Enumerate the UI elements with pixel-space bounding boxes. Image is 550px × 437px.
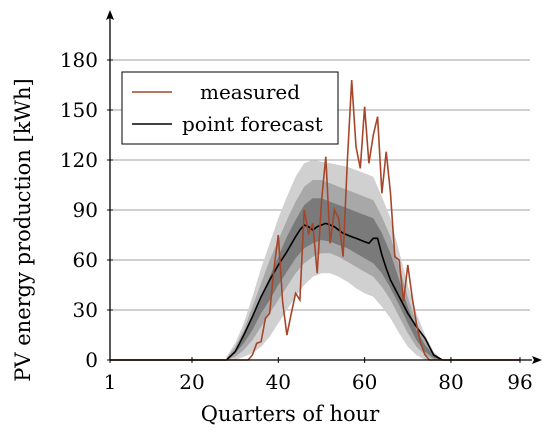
y-tick-label: 90: [73, 198, 98, 222]
x-tick-label: 1: [104, 370, 117, 394]
y-tick-label: 120: [60, 148, 98, 172]
x-axis-arrow: [532, 356, 542, 364]
y-axis-title: PV energy production [kWh]: [11, 78, 35, 381]
x-tick-label: 60: [352, 370, 377, 394]
y-tick-labels: 0 30 60 90 120 150 180: [60, 48, 113, 372]
prediction-band-outer: [226, 160, 443, 360]
legend-box: [121, 71, 339, 145]
axes: [106, 10, 542, 364]
legend-label-point-forecast: point forecast: [182, 112, 323, 136]
x-axis-title: Quarters of hour: [201, 402, 380, 426]
legend: measured point forecast: [121, 71, 339, 145]
y-axis-arrow: [106, 10, 114, 20]
legend-label-measured: measured: [200, 80, 300, 104]
x-tick-label: 20: [179, 370, 204, 394]
y-tick-label: 60: [73, 248, 98, 272]
y-tick-label: 30: [73, 298, 98, 322]
x-tick-label: 96: [507, 370, 532, 394]
x-tick-labels: 1 20 40 60 80 96: [104, 357, 533, 394]
x-tick-label: 80: [438, 370, 463, 394]
y-tick-label: 150: [60, 98, 98, 122]
series-lines: [110, 79, 520, 361]
y-tick-label: 180: [60, 48, 98, 72]
series-line-measured: [110, 79, 520, 361]
y-tick-label: 0: [85, 348, 98, 372]
x-tick-label: 40: [266, 370, 291, 394]
